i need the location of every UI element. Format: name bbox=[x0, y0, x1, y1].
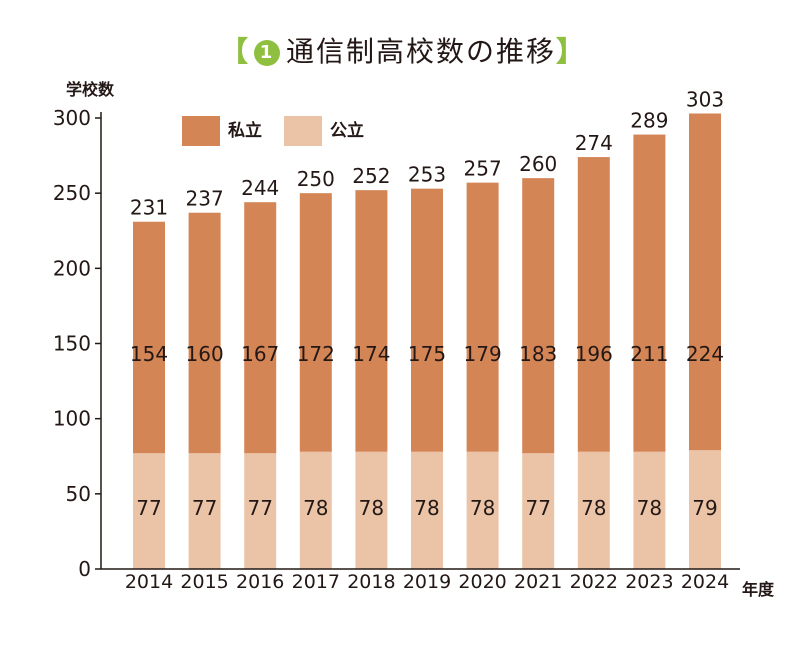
data-label-total-2015: 237 bbox=[186, 187, 224, 211]
data-label-total-2023: 289 bbox=[630, 109, 668, 133]
data-label-private-2024: 224 bbox=[686, 342, 724, 366]
y-tick-label-50: 50 bbox=[66, 482, 91, 506]
chart-title: 【1 通信制高校数の推移】 bbox=[0, 30, 806, 70]
bar-private-2014 bbox=[133, 221, 165, 454]
y-tick-label-200: 200 bbox=[53, 256, 91, 280]
bar-private-2017 bbox=[299, 193, 332, 452]
bar-private-2021 bbox=[522, 178, 555, 454]
x-tick-label-2017: 2017 bbox=[292, 571, 340, 593]
data-label-public-2024: 79 bbox=[692, 496, 717, 520]
x-tick-label-2020: 2020 bbox=[458, 571, 506, 593]
x-axis-label: 年度 bbox=[742, 580, 775, 599]
data-label-private-2016: 167 bbox=[241, 342, 279, 366]
y-tick-label-300: 300 bbox=[53, 106, 91, 130]
bar-public-2023 bbox=[633, 451, 666, 569]
bar-private-2019 bbox=[411, 188, 443, 452]
data-label-total-2018: 252 bbox=[352, 164, 390, 188]
x-tick-label-2019: 2019 bbox=[403, 571, 451, 593]
title-bracket-open: 【 bbox=[219, 35, 250, 68]
bar-private-2016 bbox=[244, 202, 277, 454]
data-label-public-2023: 78 bbox=[637, 496, 662, 520]
bar-private-2015 bbox=[188, 212, 221, 454]
data-label-total-2021: 260 bbox=[519, 152, 557, 176]
bar-public-2022 bbox=[577, 451, 610, 569]
bar-public-2018 bbox=[355, 451, 388, 569]
x-tick-label-2018: 2018 bbox=[347, 571, 395, 593]
bar-public-2016 bbox=[244, 453, 277, 569]
bar-private-2024 bbox=[689, 113, 721, 451]
data-label-public-2018: 78 bbox=[359, 496, 384, 520]
bar-private-2022 bbox=[577, 157, 610, 452]
x-tick-label-2022: 2022 bbox=[570, 571, 618, 593]
data-label-public-2014: 77 bbox=[136, 496, 161, 520]
legend-label-public: 公立 bbox=[330, 121, 364, 141]
x-tick-label-2015: 2015 bbox=[180, 571, 228, 593]
data-label-private-2017: 172 bbox=[297, 342, 335, 366]
data-label-total-2014: 231 bbox=[130, 196, 168, 220]
data-label-private-2019: 175 bbox=[408, 342, 446, 366]
bar-public-2017 bbox=[299, 451, 332, 569]
bar-private-2023 bbox=[633, 134, 666, 452]
x-tick-label-2014: 2014 bbox=[125, 571, 173, 593]
data-label-private-2015: 160 bbox=[186, 342, 224, 366]
y-tick-label-150: 150 bbox=[53, 332, 91, 356]
data-label-public-2015: 77 bbox=[192, 496, 217, 520]
data-label-total-2020: 257 bbox=[464, 157, 502, 181]
data-label-public-2017: 78 bbox=[303, 496, 328, 520]
bar-public-2021 bbox=[522, 453, 555, 569]
data-label-total-2016: 244 bbox=[241, 176, 279, 200]
data-label-total-2024: 303 bbox=[686, 87, 724, 111]
data-label-public-2016: 77 bbox=[247, 496, 272, 520]
bar-public-2019 bbox=[411, 451, 443, 569]
title-bracket-close: 】 bbox=[556, 35, 587, 68]
y-tick-label-100: 100 bbox=[53, 407, 91, 431]
data-label-total-2022: 274 bbox=[575, 131, 613, 155]
bar-public-2024 bbox=[689, 450, 721, 569]
y-axis-label: 学校数 bbox=[66, 80, 115, 99]
data-label-private-2022: 196 bbox=[575, 342, 613, 366]
title-number-badge: 1 bbox=[253, 40, 280, 66]
data-label-public-2022: 78 bbox=[581, 496, 606, 520]
data-label-public-2019: 78 bbox=[414, 496, 439, 520]
bar-public-2015 bbox=[188, 453, 221, 569]
data-label-private-2020: 179 bbox=[464, 342, 502, 366]
data-label-public-2020: 78 bbox=[470, 496, 495, 520]
x-tick-label-2021: 2021 bbox=[514, 571, 562, 593]
y-tick-label-0: 0 bbox=[78, 557, 91, 581]
data-label-private-2021: 183 bbox=[519, 342, 557, 366]
x-tick-label-2023: 2023 bbox=[625, 571, 673, 593]
x-tick-label-2016: 2016 bbox=[236, 571, 284, 593]
legend-item-public: 公立 bbox=[284, 116, 364, 146]
legend-swatch-private bbox=[182, 116, 220, 146]
legend-label-private: 私立 bbox=[228, 121, 262, 141]
bar-public-2020 bbox=[466, 451, 499, 569]
x-tick-label-2024: 2024 bbox=[681, 571, 729, 593]
data-label-public-2021: 77 bbox=[525, 496, 550, 520]
y-tick-label-250: 250 bbox=[53, 181, 91, 205]
data-label-private-2018: 174 bbox=[352, 342, 390, 366]
data-label-total-2017: 250 bbox=[297, 167, 335, 191]
title-text: 通信制高校数の推移 bbox=[285, 35, 556, 68]
legend-item-private: 私立 bbox=[182, 116, 262, 146]
bar-private-2020 bbox=[466, 182, 499, 452]
legend-swatch-public bbox=[284, 116, 322, 146]
bar-private-2018 bbox=[355, 190, 388, 452]
bar-public-2014 bbox=[133, 453, 165, 569]
data-label-private-2014: 154 bbox=[130, 342, 168, 366]
data-label-private-2023: 211 bbox=[630, 342, 668, 366]
data-label-total-2019: 253 bbox=[408, 163, 446, 187]
